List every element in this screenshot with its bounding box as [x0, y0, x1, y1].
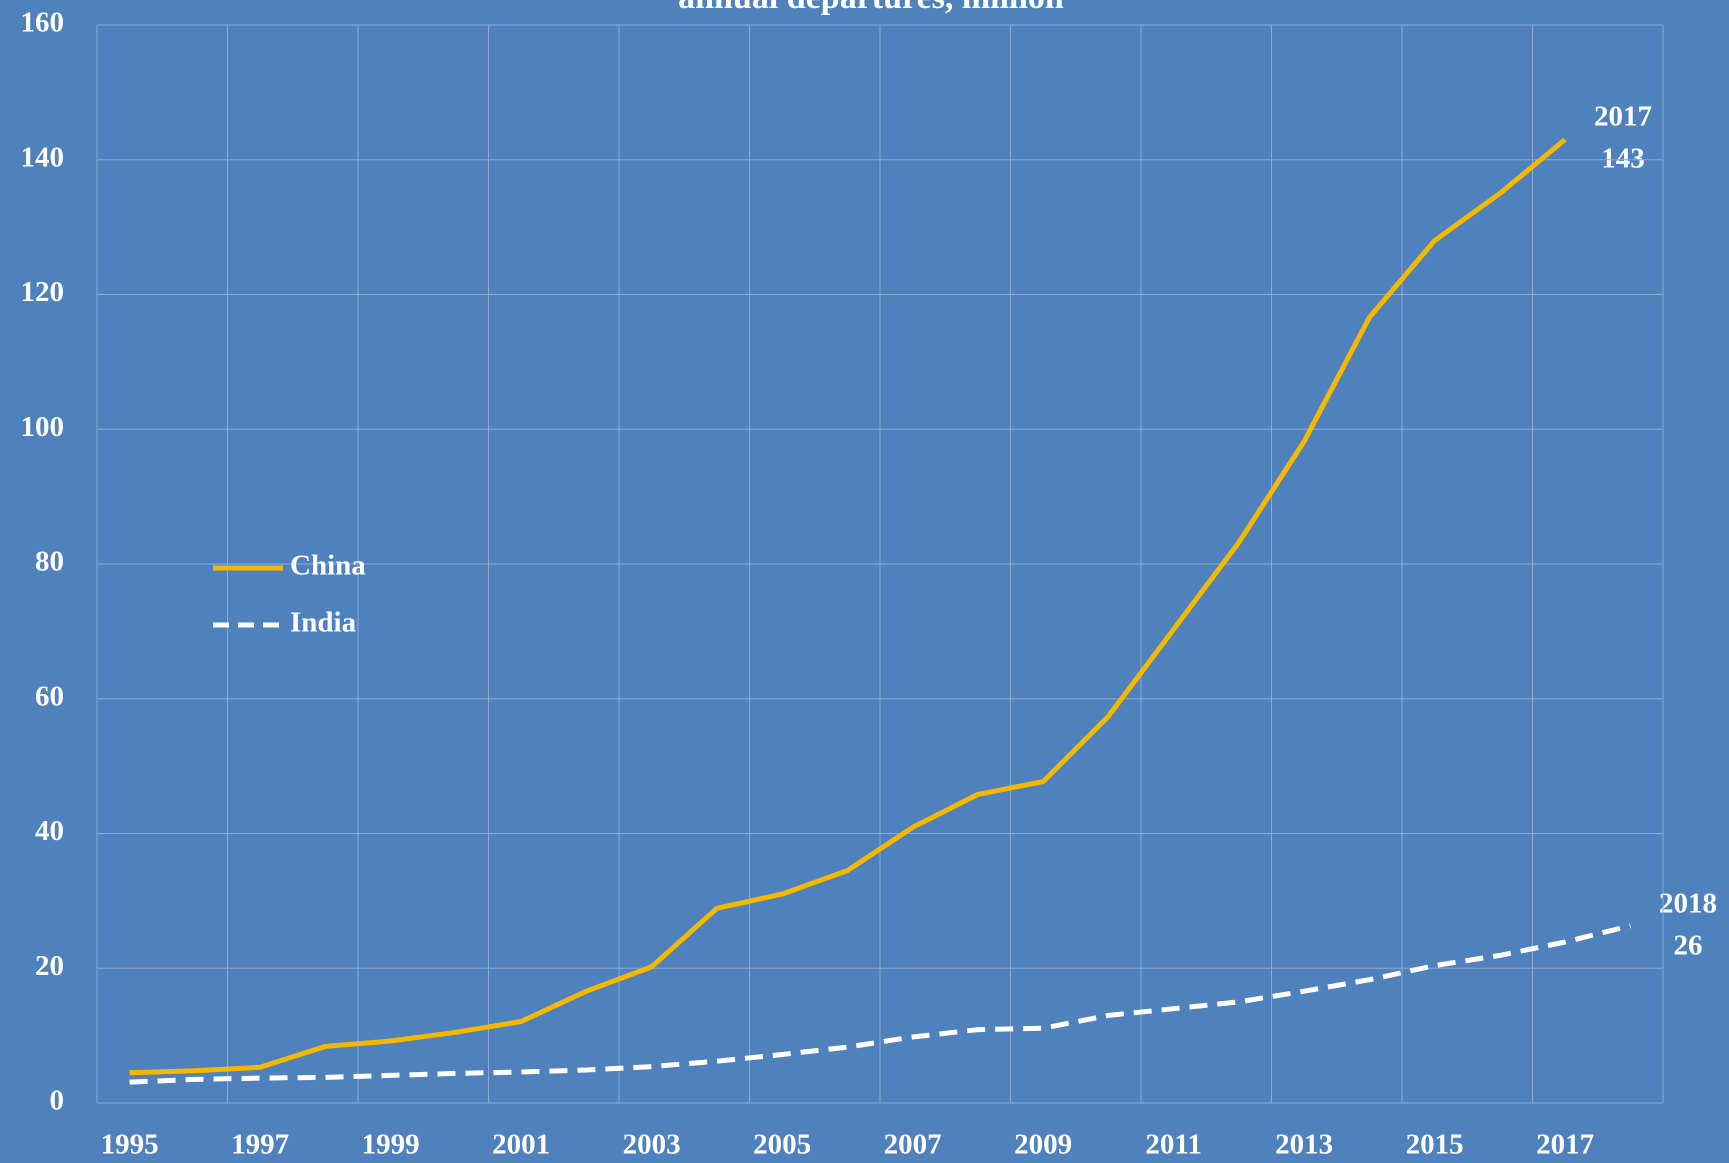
y-tick-label: 100 [21, 411, 65, 443]
y-tick-label: 140 [21, 141, 65, 173]
x-tick-label: 1999 [362, 1129, 420, 1161]
y-tick-label: 20 [35, 950, 64, 982]
chart-title: annual departures, million [678, 0, 1064, 16]
x-tick-label: 2013 [1275, 1129, 1333, 1161]
x-tick-label: 2017 [1536, 1129, 1594, 1161]
legend-label: India [290, 607, 357, 639]
annotation: 26 [1674, 930, 1703, 962]
y-tick-label: 0 [50, 1085, 65, 1117]
annotation: 2018 [1659, 888, 1717, 920]
x-tick-label: 2003 [623, 1129, 681, 1161]
x-tick-label: 1995 [101, 1129, 159, 1161]
annotation: 2017 [1594, 101, 1652, 133]
y-tick-label: 40 [35, 815, 64, 847]
y-tick-label: 120 [21, 276, 65, 308]
y-tick-label: 80 [35, 546, 64, 578]
y-tick-label: 160 [21, 7, 65, 39]
x-tick-label: 1997 [231, 1129, 289, 1161]
y-tick-label: 60 [35, 680, 64, 712]
legend-label: China [290, 550, 366, 582]
x-tick-label: 2015 [1406, 1129, 1464, 1161]
series-line [129, 137, 1567, 1076]
x-tick-label: 2005 [753, 1129, 811, 1161]
x-tick-label: 2007 [884, 1129, 942, 1161]
x-tick-label: 2011 [1145, 1129, 1201, 1161]
annotation: 143 [1601, 143, 1645, 175]
x-tick-label: 2009 [1014, 1129, 1072, 1161]
x-tick-label: 2001 [492, 1129, 550, 1161]
